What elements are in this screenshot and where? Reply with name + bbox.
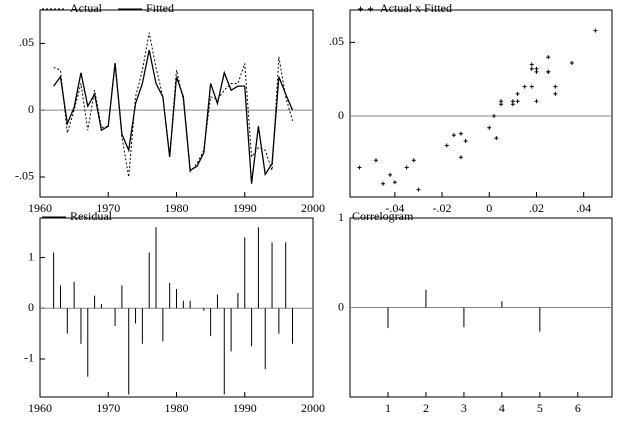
x-tick-label: 1980 (165, 201, 189, 215)
scatter-point (392, 180, 397, 185)
x-tick-label: 1990 (233, 201, 257, 215)
x-tick-label: 1960 (28, 401, 52, 415)
scatter-point (388, 172, 393, 177)
scatter-point (534, 66, 539, 71)
scatter-point (534, 99, 539, 104)
scatter-point (553, 84, 558, 89)
scatter-point (515, 99, 520, 104)
y-tick-label: 0 (338, 299, 344, 313)
scatter-point (411, 158, 416, 163)
scatter-point (494, 136, 499, 141)
scatter-point (373, 158, 378, 163)
y-tick-label: -1 (24, 351, 34, 365)
x-tick-label: 1970 (96, 201, 120, 215)
x-tick-label: 1980 (165, 401, 189, 415)
series-line (53, 32, 294, 178)
x-tick-label: -.04 (385, 201, 404, 215)
scatter-point (522, 84, 527, 89)
x-tick-label: .02 (529, 201, 544, 215)
y-tick-label: 0 (28, 102, 34, 116)
x-tick-label: 2000 (301, 201, 325, 215)
legend-label: Residual (70, 209, 113, 223)
scatter-point (451, 133, 456, 138)
scatter-point (404, 165, 409, 170)
legend-label: Fitted (146, 1, 174, 15)
scatter-point (357, 165, 362, 170)
y-tick-label: 1 (28, 249, 34, 263)
x-tick-label: -.02 (433, 201, 452, 215)
scatter-point (529, 62, 534, 67)
scatter-point (491, 114, 496, 119)
legend-label: Correlogram (352, 209, 414, 223)
scatter-point (569, 61, 574, 66)
scatter-point (529, 84, 534, 89)
scatter-point (515, 91, 520, 96)
x-tick-label: .04 (576, 201, 591, 215)
x-tick-label: 3 (461, 401, 467, 415)
scatter-point (529, 66, 534, 71)
scatter-point (444, 143, 449, 148)
y-tick-label: -.05 (15, 169, 34, 183)
x-tick-label: 1960 (28, 201, 52, 215)
y-tick-label: .05 (329, 34, 344, 48)
scatter-point (458, 131, 463, 136)
x-tick-label: 5 (537, 401, 543, 415)
scatter-point (546, 69, 551, 74)
scatter-point (458, 155, 463, 160)
scatter-point (510, 102, 515, 107)
legend-label: Actual x Fitted (380, 1, 452, 15)
y-tick-label: .05 (19, 35, 34, 49)
scatter-point (546, 55, 551, 60)
x-tick-label: 0 (486, 201, 492, 215)
plot-frame (349, 9, 613, 198)
x-tick-label: 4 (499, 401, 505, 415)
x-tick-label: 1 (385, 401, 391, 415)
scatter-point (381, 181, 386, 186)
x-tick-label: 1970 (96, 401, 120, 415)
scatter-point (593, 28, 598, 33)
legend-marker (358, 6, 363, 12)
scatter-point (487, 125, 492, 130)
x-tick-label: 1990 (233, 401, 257, 415)
scatter-point (499, 102, 504, 107)
x-tick-label: 2 (423, 401, 429, 415)
legend-marker (368, 6, 373, 12)
y-tick-label: 0 (338, 108, 344, 122)
legend-label: Actual (70, 1, 103, 15)
series-line (53, 49, 294, 184)
y-tick-label: 1 (338, 210, 344, 224)
y-tick-label: 0 (28, 300, 34, 314)
scatter-point (416, 187, 421, 192)
scatter-point (463, 139, 468, 144)
x-tick-label: 2000 (301, 401, 325, 415)
scatter-point (553, 91, 558, 96)
x-tick-label: 6 (575, 401, 581, 415)
